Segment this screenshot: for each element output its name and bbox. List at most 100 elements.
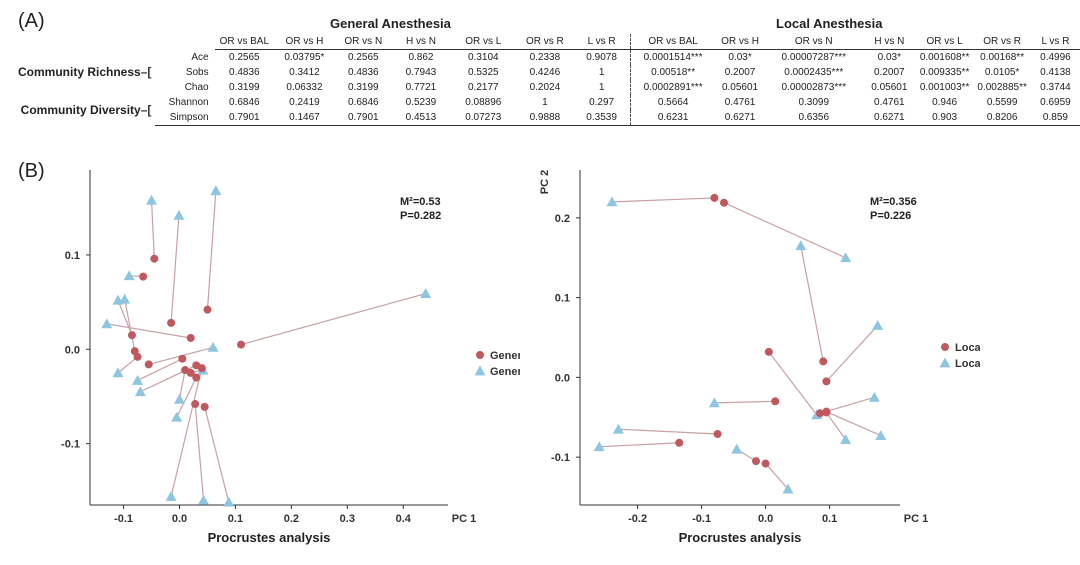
bal-point: [173, 209, 185, 220]
row-name: Shannon: [168, 97, 209, 108]
cell: 0.3539: [573, 110, 631, 126]
cell: 1: [542, 97, 548, 108]
procrustes-plot-general: -0.1 0.0 0.1 0.2 0.3 0.4 0.1 0.0 -0.1 PC 1 PC 2 Pro…: [60, 170, 520, 545]
pair-connector-line: [117, 356, 138, 374]
pair-connector-line: [768, 351, 818, 416]
cell: 0.009335**: [919, 67, 970, 78]
bal-point: [420, 288, 432, 299]
cell: 0.0002435***: [784, 67, 844, 78]
bal-point: [146, 194, 158, 205]
m2-statistic: M²=0.53: [400, 196, 441, 208]
cell: 0.2177: [468, 82, 499, 93]
cell: 0.7901: [334, 110, 392, 126]
cell: 0.4761: [724, 97, 756, 108]
row-name: Chao: [184, 82, 209, 93]
cell: 0.6846: [229, 97, 260, 108]
column-header: OR vs BAL: [630, 34, 716, 50]
local-anesthesia-title: Local Anesthesia: [776, 16, 883, 31]
or-point: [675, 438, 684, 447]
cell: 0.00168**: [980, 52, 1025, 63]
cell: 0.5325: [468, 67, 499, 78]
bal-point: [708, 397, 720, 408]
or-point: [127, 331, 136, 340]
cell: 0.859: [1030, 110, 1080, 126]
bracket-glyph: –[: [140, 65, 152, 80]
or-point: [761, 459, 770, 468]
bal-point: [612, 423, 624, 434]
bal-point: [606, 196, 618, 207]
cell: 0.4138: [1040, 67, 1071, 78]
cell: 0.5599: [986, 97, 1018, 108]
cell: 0.6271: [715, 110, 765, 126]
x-axis-title: PC 1: [904, 513, 928, 525]
p-value-table: OR vs BAL OR vs H OR vs N H vs N OR vs L…: [18, 34, 1080, 126]
cell: 0.2338: [529, 52, 561, 63]
cell: 0.7901: [214, 110, 275, 126]
bal-point: [782, 483, 794, 494]
table-row: Community Richness–[ Ace 0.2565 0.03795*…: [18, 49, 1080, 79]
legend-or-marker: [941, 343, 949, 351]
or-point: [822, 408, 831, 417]
y-tick-label: -0.1: [551, 452, 570, 464]
cell: 0.6959: [1040, 97, 1071, 108]
category-text: Community Diversity: [20, 103, 141, 118]
or-point: [144, 360, 153, 369]
or-point: [710, 193, 719, 202]
pair-connector-line: [825, 325, 879, 382]
or-point: [150, 254, 159, 263]
or-point: [819, 357, 828, 366]
column-header: OR vs R: [973, 34, 1031, 50]
m2-statistic: M²=0.356: [870, 196, 917, 208]
pair-connector-line: [106, 323, 191, 339]
x-axis-title: PC 1: [452, 513, 476, 525]
pair-connector-line: [599, 442, 680, 448]
x-tick-label: 0.1: [228, 513, 243, 525]
y-tick-label: 0.0: [555, 372, 570, 384]
bracket-glyph: –[: [140, 103, 152, 118]
column-header: OR vs R: [516, 34, 574, 50]
cell: 0.6231: [630, 110, 716, 126]
table-header-row: OR vs BAL OR vs H OR vs N H vs N OR vs L…: [18, 34, 1080, 50]
cell: 0.00002873***: [781, 82, 847, 93]
legend-or-label: General-OR: [490, 350, 520, 362]
cell: 1: [573, 65, 631, 80]
cell: 0.9888: [516, 110, 574, 126]
pair-connector-line: [170, 215, 180, 323]
cell: 0.03795*: [284, 52, 325, 63]
bal-point: [223, 496, 235, 507]
pair-connector-line: [206, 190, 217, 310]
or-point: [816, 409, 824, 418]
p-value-statistic: P=0.282: [400, 210, 441, 222]
cell: 0.03*: [728, 52, 752, 63]
bal-point: [795, 240, 807, 251]
cell: 0.7943: [405, 67, 437, 78]
pair-connector-line: [240, 293, 426, 346]
column-header: OR vs H: [274, 34, 335, 50]
y-tick-label: 0.0: [65, 344, 80, 356]
row-name: Simpson: [155, 110, 215, 126]
or-point: [200, 402, 209, 411]
legend-or-label: Local-OR: [955, 342, 980, 354]
cell: 0.00518**: [651, 67, 696, 78]
panel-b-label: (B): [18, 160, 45, 182]
y-axis-title: PC 2: [539, 170, 551, 194]
pair-connector-line: [150, 200, 155, 259]
cell: 0.5239: [405, 97, 437, 108]
table-row: Chao 0.3199 0.06332 0.3199 0.7721 0.2177…: [18, 80, 1080, 95]
legend-bal-label: Local-BAL: [955, 358, 980, 370]
bal-point: [174, 393, 185, 404]
pair-connector-line: [611, 197, 715, 203]
bal-point: [134, 386, 146, 397]
y-axis-title: PC 2: [60, 170, 61, 194]
cell: 0.6356: [764, 110, 863, 126]
column-header: H vs N: [862, 34, 916, 50]
plot-caption: Procrustes analysis: [679, 530, 802, 545]
legend-bal-marker: [939, 357, 951, 368]
cell: 0.8206: [973, 110, 1031, 126]
pair-connector-line: [176, 377, 197, 418]
column-header: OR vs H: [715, 34, 765, 50]
pair-connector-line: [826, 411, 882, 437]
x-tick-label: 0.2: [284, 513, 299, 525]
cell: 0.4836: [348, 67, 379, 78]
or-point: [752, 457, 760, 466]
